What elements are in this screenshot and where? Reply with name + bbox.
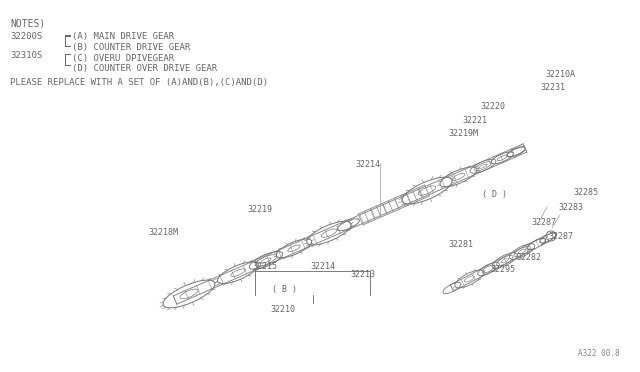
Text: 32221: 32221 bbox=[462, 116, 487, 125]
Text: NOTES): NOTES) bbox=[10, 18, 45, 28]
Text: 32287: 32287 bbox=[531, 218, 556, 227]
Text: 32200S: 32200S bbox=[10, 32, 42, 41]
Text: 32219M: 32219M bbox=[448, 129, 478, 138]
Text: 32214: 32214 bbox=[310, 262, 335, 271]
Text: 32287: 32287 bbox=[548, 232, 573, 241]
Text: A322 00.8: A322 00.8 bbox=[579, 349, 620, 358]
Text: 32282: 32282 bbox=[516, 253, 541, 262]
Text: (A) MAIN DRIVE GEAR: (A) MAIN DRIVE GEAR bbox=[72, 32, 174, 41]
Text: 32231: 32231 bbox=[540, 83, 565, 92]
Text: PLEASE REPLACE WITH A SET OF (A)AND(B),(C)AND(D): PLEASE REPLACE WITH A SET OF (A)AND(B),(… bbox=[10, 78, 268, 87]
Text: (B) COUNTER DRIVE GEAR: (B) COUNTER DRIVE GEAR bbox=[72, 43, 190, 52]
Text: 32210A: 32210A bbox=[545, 70, 575, 79]
Text: 32215: 32215 bbox=[252, 262, 277, 271]
Text: 32283: 32283 bbox=[558, 203, 583, 212]
Text: ( D ): ( D ) bbox=[483, 190, 508, 199]
Text: 32210: 32210 bbox=[271, 305, 296, 314]
Text: 32219: 32219 bbox=[247, 205, 272, 214]
Text: 32295: 32295 bbox=[490, 265, 515, 274]
Text: 32285: 32285 bbox=[573, 188, 598, 197]
Text: 32214: 32214 bbox=[355, 160, 380, 169]
Text: (D) COUNTER OVER DRIVE GEAR: (D) COUNTER OVER DRIVE GEAR bbox=[72, 64, 217, 73]
Text: (C) OVERU DPIVEGEAR: (C) OVERU DPIVEGEAR bbox=[72, 54, 174, 63]
Text: 32310S: 32310S bbox=[10, 51, 42, 60]
Text: 32220: 32220 bbox=[480, 102, 505, 111]
Text: 32213: 32213 bbox=[350, 270, 375, 279]
Text: ( B ): ( B ) bbox=[273, 285, 298, 294]
Text: 32218M: 32218M bbox=[148, 228, 178, 237]
Text: 32281: 32281 bbox=[448, 240, 473, 249]
